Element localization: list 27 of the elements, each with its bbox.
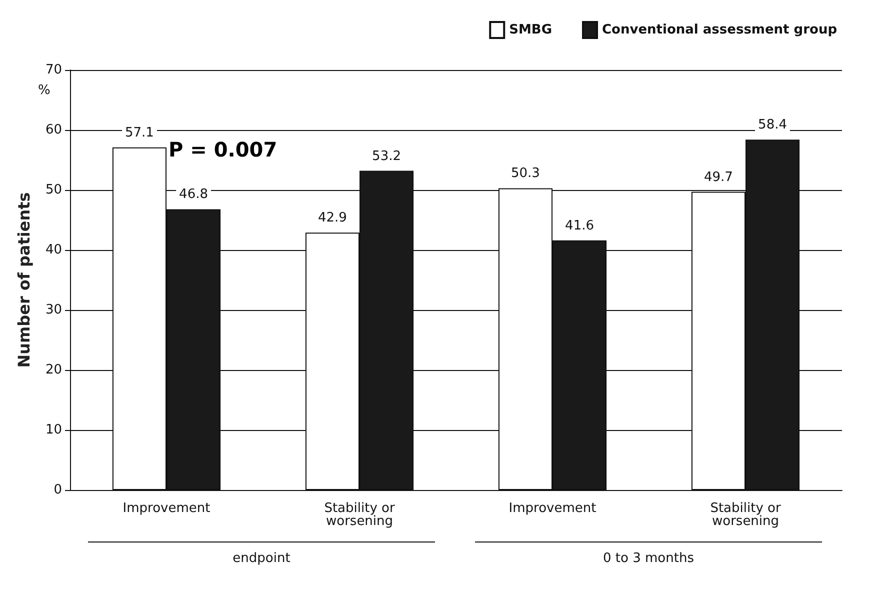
text: 0 to 3 months (603, 551, 694, 566)
y-tick-label: 0 (54, 482, 62, 498)
data-label: 53.2 (372, 148, 401, 164)
data-label: 46.8 (179, 187, 208, 202)
data-label: 50.3 (511, 166, 540, 182)
annotation: P = 0.007 (168, 137, 278, 162)
legend-label: Conventional assessment group (602, 22, 838, 38)
data-label: 41.6 (565, 218, 594, 234)
data-label: 42.9 (318, 210, 347, 226)
y-tick-label: 50 (45, 182, 62, 198)
x-tick-label: Stability or worsening (324, 501, 396, 529)
y-tick-label: 20 (45, 362, 62, 378)
y-tick-label: 70 (45, 62, 62, 78)
x-tick-label: Improvement (508, 501, 596, 516)
x-tick-label: Improvement (122, 501, 210, 516)
text: endpoint (232, 551, 290, 566)
text: % (38, 83, 50, 98)
y-tick-label: 10 (45, 422, 62, 438)
y-tick-label: 30 (45, 302, 62, 318)
data-label: 58.4 (758, 118, 787, 133)
data-label: 49.7 (704, 170, 733, 185)
y-tick-label: 40 (45, 242, 62, 258)
legend-label: SMBG (509, 22, 552, 38)
y-axis-title: Number of patients (14, 192, 34, 368)
y-tick-label: 60 (45, 122, 62, 138)
data-label: 57.1 (125, 125, 154, 140)
x-tick-label: Stability or worsening (710, 501, 782, 529)
